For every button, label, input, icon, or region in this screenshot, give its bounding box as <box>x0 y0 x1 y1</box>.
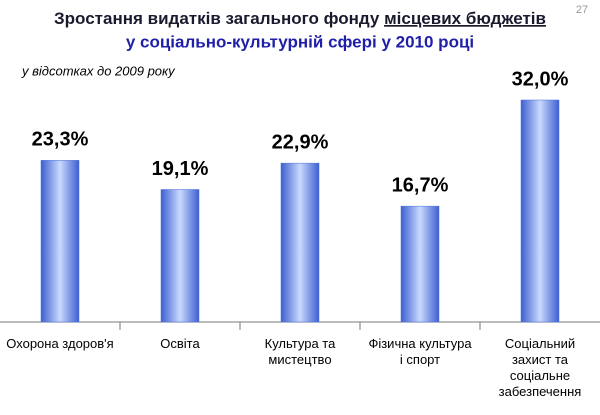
value-label: 23,3% <box>32 129 89 151</box>
bar <box>400 205 440 323</box>
chart-title: Зростання видатків загального фонду місц… <box>54 9 546 28</box>
x-tick-label: Охорона здоров'я <box>6 336 114 351</box>
bar <box>520 99 560 323</box>
bar <box>160 189 200 323</box>
x-tick-label: Культура та мистецтво <box>264 336 336 367</box>
chart-subtitle: у соціально-культурній сфері у 2010 році <box>126 32 474 51</box>
bar <box>280 162 320 323</box>
x-tick-label: Фізична культура і спорт <box>368 336 472 367</box>
value-label: 19,1% <box>152 158 209 180</box>
title-emphasis: місцевих бюджетів <box>384 9 546 28</box>
title-text: Зростання видатків загального фонду <box>54 9 380 28</box>
x-tick-label: Соціальний захист та соціальне забезпече… <box>498 336 582 399</box>
chart-note: у відсотках до 2009 року <box>21 63 176 78</box>
value-label: 32,0% <box>512 68 569 90</box>
page-number: 27 <box>576 4 588 16</box>
bar <box>40 160 80 323</box>
value-label: 16,7% <box>392 174 449 196</box>
value-label: 22,9% <box>272 131 329 153</box>
x-tick-label: Освіта <box>160 336 200 351</box>
